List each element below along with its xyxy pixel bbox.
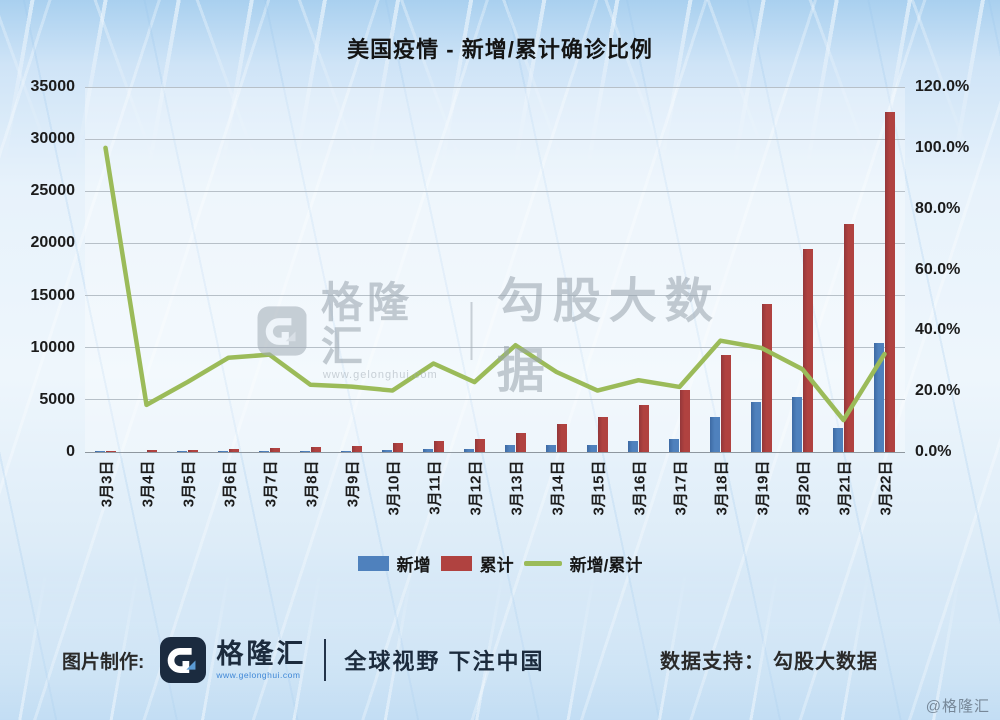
bar-new [218, 451, 228, 452]
bar-cum [557, 424, 567, 452]
bar-cum [803, 248, 813, 452]
y-tick-label-right: 80.0% [915, 199, 961, 217]
y-tick-label-left: 25000 [30, 182, 76, 200]
legend-item-ratio: 新增/累计 [523, 551, 643, 576]
y-tick-label-left: 0 [66, 443, 75, 460]
bar-cum [475, 438, 485, 452]
bar-cum [147, 450, 157, 452]
gridline [85, 242, 905, 244]
bar-cum [352, 445, 362, 452]
bar-new [751, 401, 761, 452]
bar-new [669, 438, 679, 452]
bar-new [300, 450, 310, 452]
footer-credit-label: 图片制作: [62, 651, 145, 673]
footer-data-label: 数据支持： [660, 651, 765, 673]
bar-new [382, 450, 392, 452]
legend-label-new: 新增 [396, 556, 431, 575]
footer-data-value: 勾股大数据 [773, 651, 878, 673]
y-tick-label-right: 20.0% [915, 382, 961, 400]
bar-new [628, 440, 638, 452]
bar-cum [844, 223, 854, 452]
footer-divider [324, 639, 327, 681]
y-tick-label-left: 15000 [30, 286, 76, 304]
bar-cum [762, 304, 772, 452]
footer-brand-block: 格隆汇 www.gelonghui.com [216, 638, 307, 680]
bar-new [464, 448, 474, 452]
bar-cum [311, 446, 321, 452]
y-tick-label-left: 30000 [30, 130, 76, 148]
bar-cum [188, 449, 198, 452]
bar-new [505, 445, 515, 452]
gelonghui-logo-icon [257, 306, 307, 356]
bar-cum [598, 416, 608, 452]
legend: 新增 累计 新增/累计 [0, 551, 1000, 576]
y-tick-label-left: 20000 [30, 234, 76, 252]
bar-cum [106, 450, 116, 452]
watermark-partner: 勾股大数据 [496, 275, 721, 398]
gridline [85, 86, 905, 88]
y-tick-label-left: 10000 [30, 338, 76, 356]
gridline [85, 190, 905, 192]
corner-watermark: @格隆汇 [925, 698, 990, 715]
x-tick-label-text: 3月22日 [877, 460, 894, 516]
bar-cum [270, 447, 280, 452]
footer-brand: 格隆汇 [216, 638, 307, 669]
background-streaks-top [0, 0, 1000, 170]
y-tick-label-right: 40.0% [915, 321, 961, 339]
footer-data-support: 数据支持： 勾股大数据 [660, 645, 878, 674]
watermark-url: www.gelonghui.com [322, 369, 438, 382]
y-tick-label-left: 5000 [39, 390, 75, 408]
bar-new [833, 428, 843, 452]
bar-cum [516, 432, 526, 452]
footer-credit: 图片制作: 格隆汇 www.gelonghui.com 全球视野 下注中国 [62, 632, 544, 688]
bar-cum [393, 442, 403, 452]
bar-new [792, 396, 802, 452]
bar-new [259, 450, 269, 452]
y-tick-label-right: 60.0% [915, 260, 961, 278]
gridline [85, 451, 905, 453]
bar-cum [229, 448, 239, 452]
bar-new [710, 416, 720, 452]
legend-swatch-cum-icon [440, 556, 472, 571]
legend-swatch-new-icon [357, 556, 389, 571]
y-tick-label-right: 120.0% [915, 78, 970, 95]
x-tick-label: 3月22日 [843, 460, 927, 544]
bar-new [341, 450, 351, 452]
watermark-brand: 格隆汇 [320, 278, 413, 370]
footer-slogan: 全球视野 下注中国 [344, 649, 545, 674]
watermark-divider [470, 302, 473, 360]
bar-new [423, 448, 433, 452]
legend-item-new: 新增 [357, 551, 431, 576]
legend-label-cum: 累计 [479, 556, 514, 575]
bar-new [95, 450, 105, 452]
bar-new [546, 444, 556, 452]
bar-new [177, 451, 187, 452]
y-tick-label-right: 0.0% [915, 443, 952, 460]
page-title: 美国疫情 - 新增/累计确诊比例 [347, 37, 653, 62]
gelonghui-logo-icon [160, 637, 207, 683]
gridline [85, 138, 905, 140]
footer-brand-url: www.gelonghui.com [216, 669, 301, 680]
watermark-brand-block: 格隆汇 www.gelonghui.com [320, 278, 447, 382]
bar-cum [885, 112, 895, 452]
legend-label-ratio: 新增/累计 [569, 556, 643, 575]
center-watermark: 格隆汇 www.gelonghui.com 勾股大数据 [257, 261, 753, 401]
bar-new [587, 444, 597, 452]
y-tick-label-left: 35000 [30, 78, 76, 95]
legend-item-cum: 累计 [440, 551, 514, 576]
bar-new [874, 342, 884, 452]
y-tick-label-right: 100.0% [915, 138, 970, 156]
legend-line-swatch-icon [523, 561, 562, 566]
bar-cum [434, 441, 444, 452]
bar-cum [639, 405, 649, 452]
